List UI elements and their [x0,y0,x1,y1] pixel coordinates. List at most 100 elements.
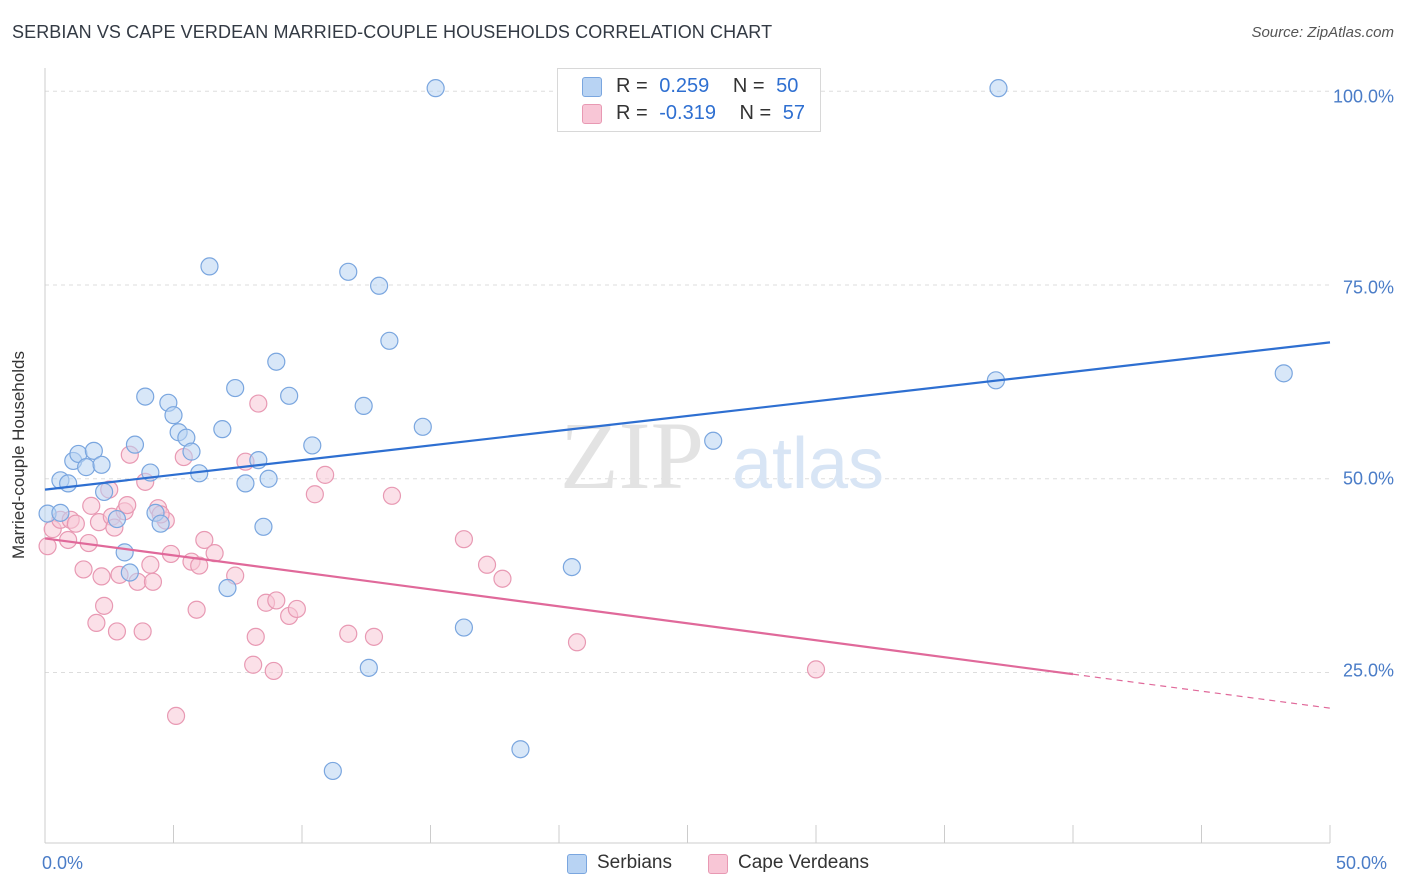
y-tick-75: 75.0% [1342,277,1394,298]
legend-n-label: N = [739,102,772,124]
cape-verdeans-point [364,627,384,646]
cape-verdeans-trend-extension [1072,673,1331,709]
serbians-point [413,417,432,436]
serbians-point [1274,364,1293,383]
x-tick-0: 0.0% [42,853,84,873]
cape-verdeans-point [133,622,152,641]
serbians-points [38,79,1293,781]
serbians-point [454,618,474,637]
cape-verdeans-point [143,572,163,591]
serbians-point [562,557,581,577]
serbians-point [323,761,342,781]
cape-verdeans-point [264,661,283,681]
legend-n-value: 57 [782,102,806,124]
cape-verdeans-trend-line [44,537,1074,676]
cape-verdeans-point [454,530,474,549]
correlation-legend: R = 0.259 N = 50 R = -0.319 N = 57 [557,68,821,132]
cape-verdeans-point [287,599,306,619]
cape-verdeans-point [87,613,106,633]
legend-r-label: R = [616,102,648,124]
serbians-point [380,331,399,350]
serbians-point [151,514,170,533]
cape-verdeans-point [493,569,512,588]
serbians-point [120,563,139,582]
y-tick-50: 50.0% [1342,468,1394,489]
serbians-swatch [582,77,602,97]
serbians-point [359,658,378,677]
cape-verdeans-point [249,394,268,413]
cape-verdeans-point [82,496,101,515]
cape-verdeans-point [95,596,114,615]
x-tick-50: 50.0% [1336,853,1388,873]
cape-verdeans-point [107,622,127,641]
serbians-point [218,578,237,598]
cape-verdeans-point [305,485,324,504]
serbians-point [259,469,278,488]
cape-verdeans-label: Cape Verdeans [738,852,869,873]
serbians-point [213,420,232,439]
serbians-point [280,386,299,405]
serbians-point [704,431,723,450]
serbians-point [226,378,245,398]
watermark-zip: ZIP [560,402,704,509]
cape-verdeans-point [74,560,93,579]
cape-verdeans-point [267,591,286,610]
cape-verdeans-swatch [708,854,728,874]
serbians-point [182,442,201,461]
serbians-point [354,396,373,415]
cape-verdeans-point [244,655,263,674]
legend-r-value: -0.319 [659,102,716,124]
legend-r-value: 0.259 [659,75,710,97]
cape-verdeans-swatch [582,104,602,124]
chart-title: SERBIAN VS CAPE VERDEAN MARRIED-COUPLE H… [12,22,773,42]
serbians-point [84,441,103,460]
serbians-point [92,455,111,474]
serbians-label: Serbians [597,852,672,873]
serbians-point [115,543,134,562]
serbians-point [303,436,322,455]
legend-n-value: 50 [776,75,799,97]
serbians-point [51,503,70,522]
serbians-point [989,79,1008,98]
serbians-swatch [567,854,587,874]
serbians-point [339,262,358,281]
cape-verdeans-point [66,514,85,533]
cape-verdeans-point [187,600,206,619]
serbians-point [236,474,255,493]
serbians-point [200,257,219,276]
cape-verdeans-point [141,555,160,574]
y-axis-label: Married-couple Households [9,351,28,559]
cape-verdeans-point [382,486,402,505]
serbians-point [370,276,389,295]
watermark-atlas: atlas [732,424,884,504]
serbians-point [511,740,530,759]
y-tick-25: 25.0% [1342,660,1394,681]
serbians-point [254,517,273,536]
serbians-point [136,387,155,406]
cape-verdeans-point [806,660,826,679]
cape-verdeans-point [477,555,497,574]
serbians-point [164,406,183,425]
serbians-point [426,79,445,98]
serbians-point [125,435,145,454]
cape-verdeans-point [190,556,209,575]
source-label: Source: ZipAtlas.com [1251,24,1394,41]
serbians-trend-line [44,341,1331,491]
cape-verdeans-point [166,706,186,726]
cape-verdeans-point [92,567,111,586]
legend-n-label: N = [732,75,765,97]
serbians-point [59,474,78,493]
cape-verdeans-point [118,496,137,515]
serbians-point [95,482,114,502]
axes [44,68,1331,844]
serbians-point [267,352,286,371]
cape-verdeans-point [567,633,587,652]
trend-lines [44,341,1331,709]
y-tick-100: 100.0% [1332,86,1394,107]
cape-verdeans-point [316,465,335,484]
serbians-point [107,509,127,529]
watermark: ZIP atlas [560,402,884,509]
cape-verdeans-point [195,530,214,550]
legend-r-label: R = [616,75,648,97]
